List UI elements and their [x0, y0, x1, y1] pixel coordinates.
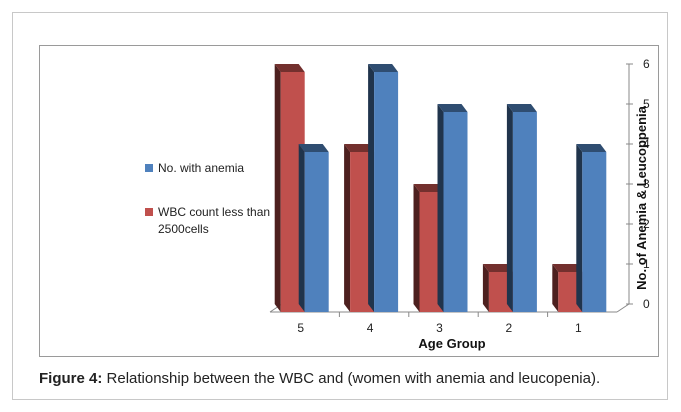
y-tick-label: 0 — [643, 297, 650, 311]
figure-caption: Figure 4: Relationship between the WBC a… — [39, 368, 669, 389]
x-tick-label: 3 — [436, 321, 443, 335]
x-tick-label: 1 — [575, 321, 582, 335]
chart-area: 0 1 2 3 4 5 6 5 4 3 2 1 No. with anemia WBC count l… — [39, 45, 659, 357]
x-tick-label: 4 — [367, 321, 374, 335]
legend-label-wbc-line1: WBC count less than — [158, 205, 270, 219]
bar-side-face — [482, 264, 489, 312]
legend-swatch-wbc — [145, 208, 153, 216]
bar-top-face — [576, 144, 607, 152]
y-tick-label: 3 — [643, 177, 650, 191]
bar-top-face — [437, 104, 468, 112]
bar-top-face — [506, 104, 537, 112]
caption-label: Figure 4: — [39, 370, 103, 387]
figure-frame: 0 1 2 3 4 5 6 5 4 3 2 1 No. with anemia WBC count l… — [12, 12, 668, 400]
bar-side-face — [576, 144, 583, 312]
legend-swatch-anemia — [145, 164, 153, 172]
bar-top-face — [482, 264, 513, 272]
bar — [437, 104, 468, 312]
bar-top-face — [413, 184, 444, 192]
bar-front-face — [512, 112, 537, 312]
bar-front-face — [374, 72, 399, 312]
bar-top-face — [274, 64, 305, 72]
y-tick-label: 6 — [643, 57, 650, 71]
bar-side-face — [344, 144, 351, 312]
y-tick-label: 2 — [643, 217, 650, 231]
legend: No. with anemia WBC count less than 2500… — [145, 161, 270, 236]
bar-top-face — [552, 264, 583, 272]
y-tick-label: 4 — [643, 137, 650, 151]
floor-edge-right — [616, 303, 630, 313]
x-tick-label: 2 — [506, 321, 513, 335]
bar-side-face — [298, 144, 305, 312]
bar-side-face — [368, 64, 375, 312]
bar-top-face — [368, 64, 399, 72]
bar-side-face — [413, 184, 420, 312]
legend-label-anemia: No. with anemia — [158, 161, 244, 175]
bar-side-face — [437, 104, 444, 312]
x-tick-label: 5 — [297, 321, 304, 335]
bar-side-face — [274, 64, 281, 312]
bar-front-face — [582, 152, 607, 312]
bar — [298, 144, 329, 312]
bar-side-face — [506, 104, 513, 312]
bar-front-face — [304, 152, 329, 312]
bar-top-face — [298, 144, 329, 152]
bar-front-face — [443, 112, 468, 312]
caption-text: Relationship between the WBC and (women … — [106, 370, 601, 387]
bar — [368, 64, 399, 312]
bar-top-face — [344, 144, 375, 152]
bar — [506, 104, 537, 312]
bar — [576, 144, 607, 312]
y-tick-label: 1 — [643, 257, 650, 271]
bar-side-face — [552, 264, 559, 312]
y-axis-label: No. of Anemia & Leucoppenia — [634, 105, 649, 289]
x-axis-label: Age Group — [418, 336, 485, 351]
y-tick-label: 5 — [643, 97, 650, 111]
bar-chart: 0 1 2 3 4 5 6 5 4 3 2 1 No. with anemia WBC count l… — [145, 57, 650, 351]
legend-label-wbc-line2: 2500cells — [158, 222, 209, 236]
